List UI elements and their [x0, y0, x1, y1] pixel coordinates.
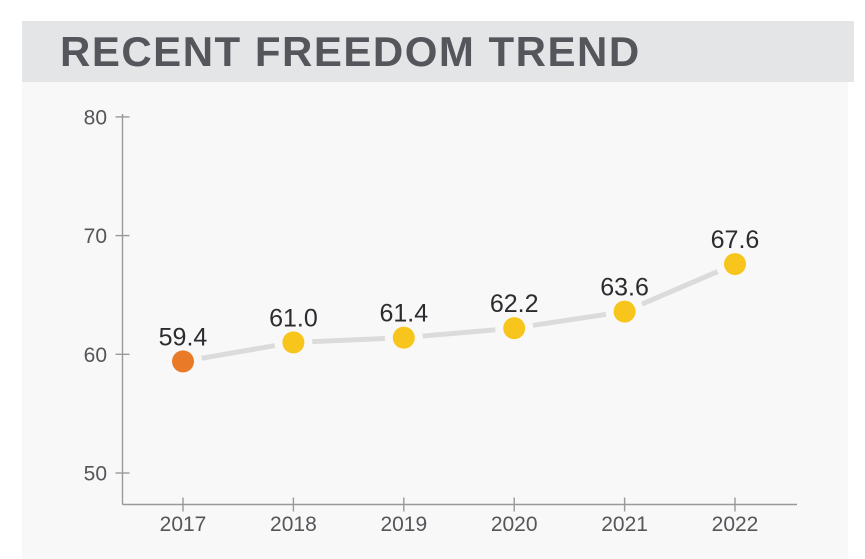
data-point-2018 [282, 331, 305, 354]
data-point-2019 [392, 326, 415, 349]
trend-line [182, 261, 736, 364]
y-tick-label-60: 60 [84, 344, 107, 367]
x-tick-label-2020: 2020 [491, 513, 538, 536]
data-point-label-2022: 67.6 [711, 226, 760, 254]
chart-title-banner: RECENT FREEDOM TREND [22, 21, 854, 82]
x-tick-label-2022: 2022 [712, 513, 759, 536]
x-tick-label-2019: 2019 [380, 513, 427, 536]
x-tick-label-2017: 2017 [160, 513, 207, 536]
data-point-2020 [503, 317, 526, 340]
chart-panel [22, 82, 848, 559]
data-point-2017 [172, 350, 194, 373]
y-tick-label-70: 70 [84, 225, 107, 248]
data-point-label-2018: 61.0 [269, 304, 318, 332]
y-tick-label-80: 80 [84, 106, 107, 129]
page-title: RECENT FREEDOM TREND [60, 27, 641, 75]
x-tick-label-2021: 2021 [601, 513, 648, 536]
y-tick-label-50: 50 [84, 463, 107, 486]
x-tick-label-2018: 2018 [270, 513, 317, 536]
data-point-label-2021: 63.6 [600, 274, 649, 302]
data-point-label-2020: 62.2 [490, 290, 539, 318]
data-point-label-2017: 59.4 [159, 323, 208, 351]
data-point-2021 [613, 300, 636, 323]
data-point-2022 [724, 253, 746, 276]
data-point-label-2019: 61.4 [379, 300, 428, 328]
